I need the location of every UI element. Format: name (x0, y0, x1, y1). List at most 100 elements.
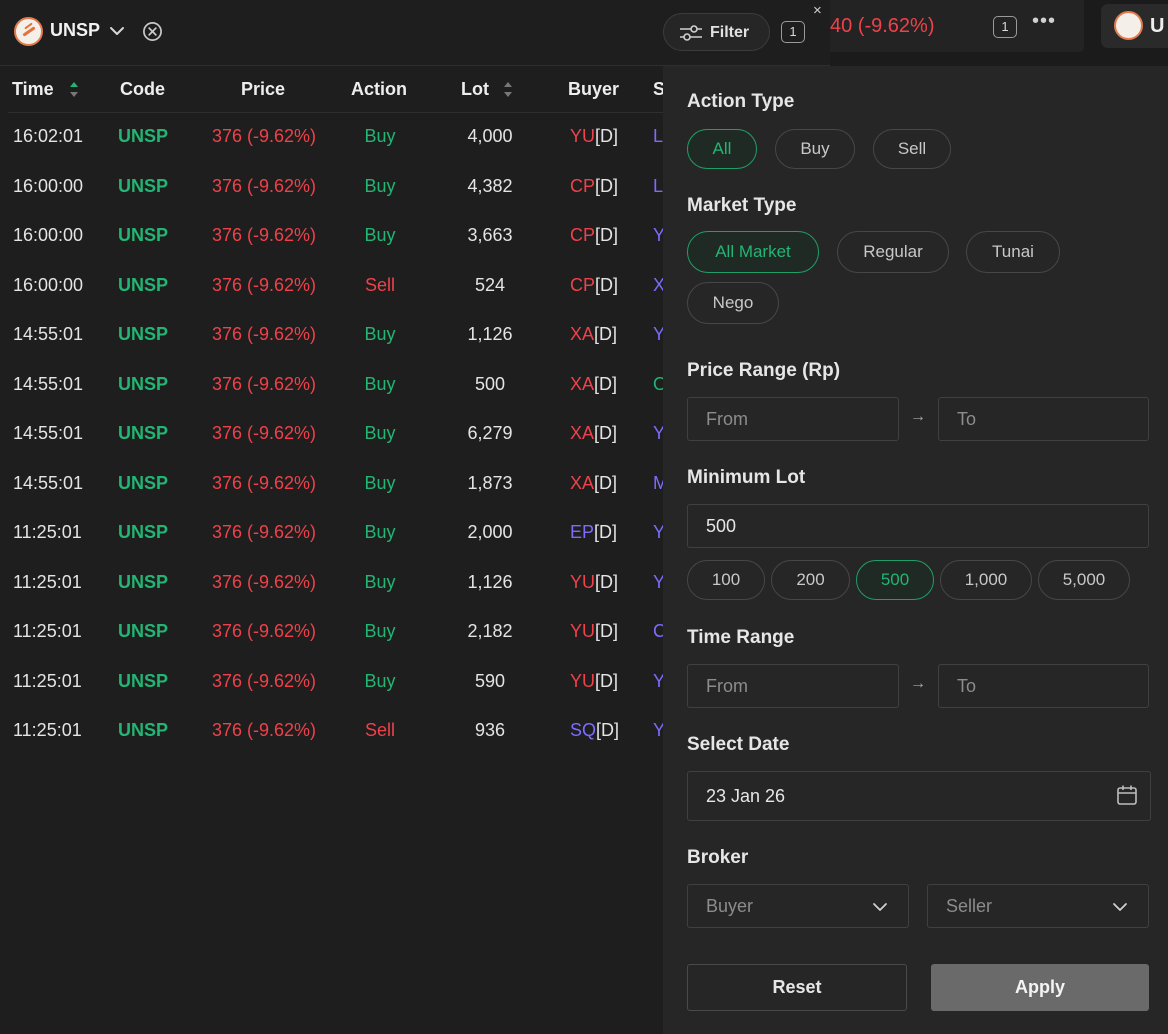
filter-button[interactable]: Filter (663, 13, 770, 51)
trade-action: Buy (364, 621, 396, 641)
trade-price: 376 (-9.62%) (212, 274, 317, 295)
price-from-input[interactable]: From (687, 397, 899, 441)
time-to-input[interactable]: To (938, 664, 1149, 708)
trade-price: 376 (-9.62%) (212, 621, 317, 641)
apply-button[interactable]: Apply (931, 964, 1149, 1011)
trade-buyer: CP[D] (570, 225, 618, 246)
select-date-title: Select Date (687, 734, 790, 755)
trade-time: 11:25:01 (13, 571, 82, 592)
trade-time: 14:55:01 (13, 423, 84, 443)
trade-seller: C (653, 621, 666, 641)
clear-ticker-icon[interactable] (142, 21, 163, 42)
market-type-regular[interactable]: Regular (837, 231, 949, 273)
column-header-buyer: Buyer (568, 79, 620, 99)
trade-seller: Y (653, 720, 666, 740)
lot-preset-1000[interactable]: 1,000 (940, 560, 1032, 600)
table-row[interactable]: 14:55:01 UNSP 376 (-9.62%) Buy 1,873 XA[D] M (0, 460, 668, 510)
trade-time: 11:25:01 (13, 720, 82, 740)
minimum-lot-input[interactable]: 500 (687, 504, 1149, 548)
seller-broker-dropdown[interactable]: Seller (927, 884, 1149, 928)
buyer-domestic-tag: [D] (595, 175, 619, 196)
trade-buyer: XA[D] (570, 473, 617, 494)
table-row[interactable]: 11:25:01 UNSP 376 (-9.62%) Buy 2,000 EP[D] Y (0, 509, 665, 559)
chevron-down-icon[interactable] (109, 23, 125, 39)
trade-seller: Y (653, 571, 666, 592)
action-type-all[interactable]: All (687, 129, 757, 169)
price-to-input[interactable]: To (938, 397, 1149, 441)
trade-price: 376 (-9.62%) (212, 324, 317, 344)
column-header-lot[interactable]: Lot (461, 79, 489, 99)
table-row[interactable]: 14:55:01 UNSP 376 (-9.62%) Buy 6,279 XA[D] Y (0, 410, 665, 460)
filter-sliders-icon (680, 25, 702, 41)
adjacent-ticker-label: U (1150, 15, 1165, 37)
date-value: 23 Jan 26 (706, 786, 786, 806)
table-row[interactable]: 16:02:01 UNSP 376 (-9.62%) Buy 4,000 YU[D] L (0, 113, 663, 163)
trade-price: 376 (-9.62%) (212, 571, 317, 592)
lot-preset-500[interactable]: 500 (856, 560, 934, 600)
more-options-icon[interactable]: ••• (1032, 10, 1057, 32)
adjacent-panel-header (830, 0, 1084, 52)
lot-preset-100[interactable]: 100 (687, 560, 765, 600)
market-type-all-market[interactable]: All Market (687, 231, 819, 273)
buyer-code: CP (570, 274, 596, 295)
table-row[interactable]: 16:00:00 UNSP 376 (-9.62%) Sell 524 CP[D] X (0, 262, 666, 312)
action-type-buy[interactable]: Buy (775, 129, 855, 169)
table-row[interactable]: 16:00:00 UNSP 376 (-9.62%) Buy 4,382 CP[D] L (0, 163, 663, 213)
table-row[interactable]: 11:25:01 UNSP 376 (-9.62%) Buy 2,182 YU[D] C (0, 608, 666, 658)
calendar-icon[interactable] (1116, 784, 1138, 806)
close-icon[interactable]: × (813, 2, 822, 19)
table-row[interactable]: 11:25:01 UNSP 376 (-9.62%) Buy 1,126 YU[D] Y (0, 559, 666, 609)
trade-table-header: Time Code Price Action Lot Buyer S (8, 67, 668, 113)
buyer-broker-dropdown[interactable]: Buyer (687, 884, 909, 928)
trade-time: 14:55:01 (13, 324, 84, 344)
trade-buyer: YU[D] (570, 572, 618, 593)
ticker-selector-label[interactable]: UNSP (50, 20, 101, 40)
trade-lot: 4,000 (467, 126, 513, 146)
lot-preset-200[interactable]: 200 (771, 560, 850, 600)
time-from-input[interactable]: From (687, 664, 899, 708)
date-picker-input[interactable]: 23 Jan 26 (687, 771, 1151, 821)
trade-buyer: YU[D] (570, 621, 618, 642)
table-row[interactable]: 11:25:01 UNSP 376 (-9.62%) Buy 590 YU[D] Y (0, 658, 666, 708)
trade-code: UNSP (118, 274, 169, 295)
buyer-domestic-tag: [D] (595, 621, 619, 641)
sort-icon[interactable] (503, 80, 513, 100)
trade-code: UNSP (118, 126, 169, 146)
action-type-title: Action Type (687, 91, 795, 112)
lot-preset-5000[interactable]: 5,000 (1038, 560, 1130, 600)
trade-buyer: YU[D] (570, 126, 618, 147)
trade-action: Buy (364, 522, 396, 542)
trade-seller: X (653, 274, 666, 295)
buyer-code: CP (570, 175, 596, 196)
column-header-time[interactable]: Time (12, 79, 54, 99)
trade-price: 376 (-9.62%) (212, 373, 317, 394)
market-type-nego[interactable]: Nego (687, 282, 779, 324)
action-type-sell[interactable]: Sell (873, 129, 951, 169)
trade-lot: 4,382 (467, 175, 513, 196)
table-row[interactable]: 14:55:01 UNSP 376 (-9.62%) Buy 1,126 XA[D] Y (0, 311, 665, 361)
trade-lot: 2,000 (467, 522, 513, 542)
buyer-domestic-tag: [D] (596, 720, 620, 740)
buyer-domestic-tag: [D] (594, 324, 618, 344)
market-type-tunai[interactable]: Tunai (966, 231, 1060, 273)
market-type-title: Market Type (687, 195, 797, 216)
reset-button[interactable]: Reset (687, 964, 907, 1011)
table-row[interactable]: 14:55:01 UNSP 376 (-9.62%) Buy 500 XA[D] O (0, 361, 667, 411)
trade-seller: Y (653, 670, 666, 691)
sort-icon[interactable] (69, 80, 79, 100)
trade-code: UNSP (118, 423, 169, 443)
price-range-title: Price Range (Rp) (687, 360, 841, 381)
filter-count-badge: 1 (781, 21, 805, 43)
buyer-code: EP (570, 522, 595, 542)
buyer-code: YU (570, 670, 596, 691)
minimum-lot-title: Minimum Lot (687, 467, 806, 488)
trade-code: UNSP (118, 621, 169, 641)
table-row[interactable]: 11:25:01 UNSP 376 (-9.62%) Sell 936 SQ[D] Y (0, 707, 666, 757)
trade-action: Sell (364, 720, 395, 740)
trade-price: 376 (-9.62%) (212, 175, 317, 196)
trade-code: UNSP (118, 472, 169, 493)
trade-price: 376 (-9.62%) (212, 472, 317, 493)
trade-buyer: XA[D] (570, 423, 617, 444)
table-row[interactable]: 16:00:00 UNSP 376 (-9.62%) Buy 3,663 CP[D] Y (0, 212, 665, 262)
trade-action: Buy (364, 126, 396, 146)
